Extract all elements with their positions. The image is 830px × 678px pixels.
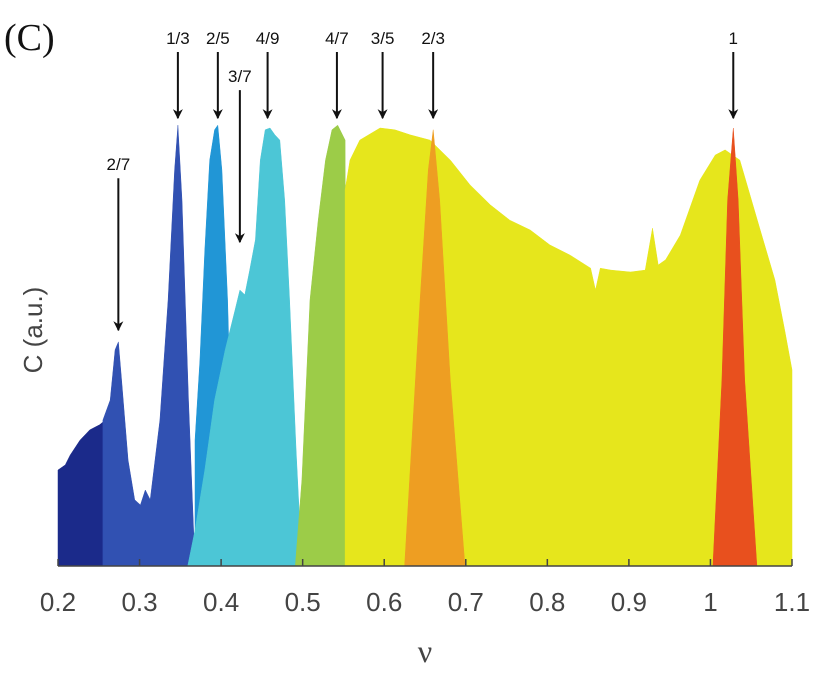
chart-title: (C) xyxy=(4,17,55,59)
annotation-label: 3/5 xyxy=(371,29,395,48)
x-tick-label: 1 xyxy=(703,587,717,617)
x-tick-label: 0.6 xyxy=(366,587,402,617)
area xyxy=(57,419,106,567)
annotation-label: 2/5 xyxy=(206,29,230,48)
area xyxy=(344,127,793,567)
annotation-label: 3/7 xyxy=(228,67,252,86)
area xyxy=(102,125,196,567)
annotation-label: 4/9 xyxy=(256,29,280,48)
area xyxy=(295,124,347,567)
area xyxy=(712,127,758,567)
x-tick-label: 1.1 xyxy=(774,587,810,617)
annotation-label: 4/7 xyxy=(325,29,349,48)
x-tick-label: 0.3 xyxy=(121,587,157,617)
x-tick-label: 0.5 xyxy=(285,587,321,617)
x-tick-label: 0.7 xyxy=(448,587,484,617)
x-tick-label: 0.8 xyxy=(529,587,565,617)
areas xyxy=(57,124,793,567)
x-tick-label: 0.4 xyxy=(203,587,239,617)
x-tick-label: 0.2 xyxy=(40,587,76,617)
x-tick-label: 0.9 xyxy=(611,587,647,617)
annotation-label: 2/7 xyxy=(107,155,131,174)
annotation-label: 2/3 xyxy=(421,29,445,48)
annotation-label: 1/3 xyxy=(166,29,190,48)
axes: 0.2 0.3 0.4 0.5 0.6 0.7 0.8 0.9 1 1.1 xyxy=(40,559,810,617)
annotations: 2/7 1/3 2/5 3/74/9 4/7 3/5 2/3 1 xyxy=(107,29,739,332)
annotation-label: 1 xyxy=(729,29,738,48)
x-axis-label: ν xyxy=(418,633,432,669)
y-axis-label: C (a.u.) xyxy=(18,287,48,374)
area xyxy=(404,129,466,567)
area xyxy=(187,127,303,567)
